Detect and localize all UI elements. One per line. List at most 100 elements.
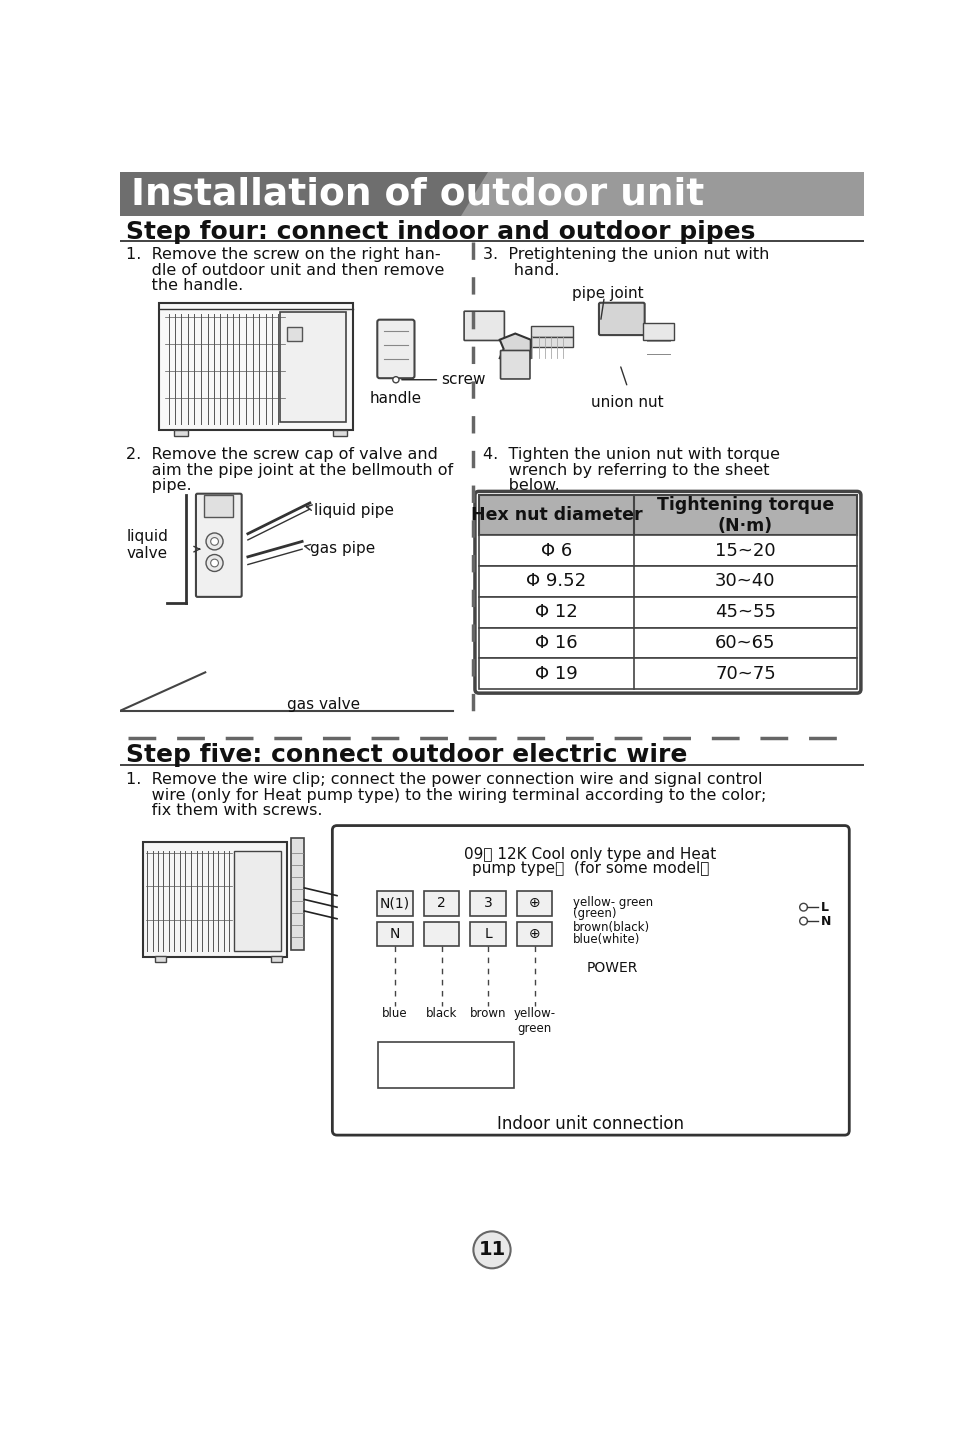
Text: screw: screw: [442, 372, 486, 387]
Text: Installation of outdoor unit: Installation of outdoor unit: [131, 176, 704, 212]
FancyBboxPatch shape: [377, 922, 413, 947]
Polygon shape: [461, 172, 864, 216]
Text: Φ 12: Φ 12: [535, 603, 578, 621]
Text: Step four: connect indoor and outdoor pipes: Step four: connect indoor and outdoor pi…: [126, 221, 756, 243]
FancyBboxPatch shape: [423, 891, 460, 915]
Text: Φ 19: Φ 19: [535, 664, 578, 683]
Text: pump type：  (for some model）: pump type： (for some model）: [471, 861, 709, 876]
Text: 45~55: 45~55: [715, 603, 776, 621]
Text: blue(white): blue(white): [573, 932, 640, 945]
FancyBboxPatch shape: [599, 302, 645, 335]
Text: 3: 3: [484, 896, 492, 911]
Text: liquid pipe: liquid pipe: [314, 503, 394, 518]
Text: 70~75: 70~75: [715, 664, 776, 683]
Text: 2.  Remove the screw cap of valve and: 2. Remove the screw cap of valve and: [126, 447, 438, 463]
Bar: [271, 957, 282, 962]
Text: Φ 16: Φ 16: [535, 634, 578, 652]
Circle shape: [800, 904, 807, 911]
Text: L: L: [822, 901, 829, 914]
Text: yellow- green: yellow- green: [573, 895, 654, 909]
Bar: [204, 495, 233, 517]
Text: hand.: hand.: [483, 262, 559, 278]
Bar: [175, 430, 188, 435]
Bar: [280, 312, 347, 422]
Circle shape: [800, 918, 807, 925]
Bar: [155, 957, 166, 962]
FancyBboxPatch shape: [470, 891, 506, 915]
Text: N: N: [822, 915, 831, 928]
Text: handle: handle: [370, 391, 422, 407]
Text: the handle.: the handle.: [126, 278, 244, 294]
Bar: [120, 172, 864, 216]
FancyBboxPatch shape: [158, 302, 352, 430]
FancyBboxPatch shape: [332, 826, 850, 1136]
Text: below.: below.: [483, 478, 560, 493]
Text: Φ 9.52: Φ 9.52: [526, 573, 587, 590]
Bar: [479, 495, 857, 536]
Bar: [291, 838, 304, 949]
Text: pipe joint: pipe joint: [572, 286, 644, 301]
Bar: [479, 659, 857, 689]
Text: 4.  Tighten the union nut with torque: 4. Tighten the union nut with torque: [483, 447, 780, 463]
Text: gas valve: gas valve: [287, 697, 360, 712]
Text: pipe.: pipe.: [126, 478, 192, 493]
Text: 3.  Pretightening the union nut with: 3. Pretightening the union nut with: [483, 248, 769, 262]
Text: wrench by referring to the sheet: wrench by referring to the sheet: [483, 463, 769, 478]
Bar: [479, 536, 857, 566]
Text: blue: blue: [382, 1007, 408, 1020]
Text: dle of outdoor unit and then remove: dle of outdoor unit and then remove: [126, 262, 444, 278]
Circle shape: [210, 558, 219, 567]
Circle shape: [206, 533, 223, 550]
Text: fix them with screws.: fix them with screws.: [126, 803, 323, 818]
Text: union nut: union nut: [591, 395, 664, 410]
FancyBboxPatch shape: [516, 891, 552, 915]
Text: (green): (green): [573, 908, 617, 921]
Text: yellow-
green: yellow- green: [514, 1007, 556, 1035]
Text: Indoor unit connection: Indoor unit connection: [497, 1116, 684, 1133]
Text: N(1): N(1): [380, 896, 410, 911]
Bar: [531, 326, 573, 337]
Bar: [479, 566, 857, 597]
Circle shape: [393, 377, 399, 382]
Bar: [333, 430, 348, 435]
Circle shape: [210, 537, 219, 546]
Bar: [378, 1042, 514, 1088]
Bar: [234, 851, 281, 951]
Text: 1.  Remove the screw on the right han-: 1. Remove the screw on the right han-: [126, 248, 441, 262]
Text: 60~65: 60~65: [715, 634, 776, 652]
FancyBboxPatch shape: [464, 311, 504, 341]
Text: brown(black): brown(black): [573, 921, 651, 934]
Text: gas pipe: gas pipe: [310, 541, 375, 557]
Text: Tightening torque
(N·m): Tightening torque (N·m): [657, 495, 834, 534]
Text: Φ 6: Φ 6: [540, 541, 572, 560]
FancyBboxPatch shape: [377, 891, 413, 915]
Circle shape: [473, 1232, 511, 1269]
FancyBboxPatch shape: [143, 842, 287, 957]
Text: 15~20: 15~20: [715, 541, 776, 560]
Bar: [643, 322, 674, 339]
Bar: [287, 328, 302, 341]
Text: Hex nut diameter: Hex nut diameter: [470, 507, 642, 524]
Text: ⊕: ⊕: [529, 927, 540, 941]
Text: POWER: POWER: [587, 961, 637, 975]
Text: 2: 2: [437, 896, 446, 911]
Text: liquid
valve: liquid valve: [126, 528, 168, 561]
Text: wire (only for Heat pump type) to the wiring terminal according to the color;: wire (only for Heat pump type) to the wi…: [126, 788, 767, 803]
Circle shape: [206, 554, 223, 571]
FancyBboxPatch shape: [500, 351, 530, 379]
Text: brown: brown: [469, 1007, 506, 1020]
Text: Step five: connect outdoor electric wire: Step five: connect outdoor electric wire: [126, 743, 687, 768]
Bar: [479, 627, 857, 659]
Bar: [479, 597, 857, 627]
FancyBboxPatch shape: [196, 494, 242, 597]
Text: 30~40: 30~40: [715, 573, 776, 590]
FancyBboxPatch shape: [470, 922, 506, 947]
Text: 09、 12K Cool only type and Heat: 09、 12K Cool only type and Heat: [465, 848, 716, 862]
Text: 11: 11: [478, 1240, 506, 1259]
FancyBboxPatch shape: [423, 922, 460, 947]
Text: 1.  Remove the wire clip; connect the power connection wire and signal control: 1. Remove the wire clip; connect the pow…: [126, 772, 762, 788]
Text: black: black: [426, 1007, 457, 1020]
FancyBboxPatch shape: [516, 922, 552, 947]
Text: ⊕: ⊕: [529, 896, 540, 911]
Text: N: N: [390, 927, 400, 941]
